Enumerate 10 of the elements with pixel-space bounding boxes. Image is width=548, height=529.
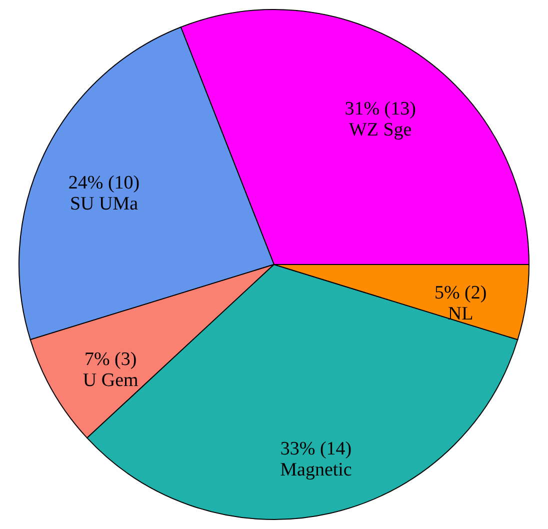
data-label: 24% (10) — [68, 172, 140, 194]
slice-label: Magnetic — [280, 459, 352, 480]
data-label: 31% (13) — [344, 98, 416, 120]
data-label: 5% (2) — [434, 282, 487, 304]
data-label: 33% (14) — [280, 438, 352, 460]
slice-label: WZ Sge — [348, 120, 412, 141]
slice-label: SU UMa — [70, 194, 139, 215]
slice-label: NL — [448, 304, 474, 325]
data-label: 7% (3) — [84, 348, 137, 370]
slice-label: U Gem — [82, 370, 139, 391]
